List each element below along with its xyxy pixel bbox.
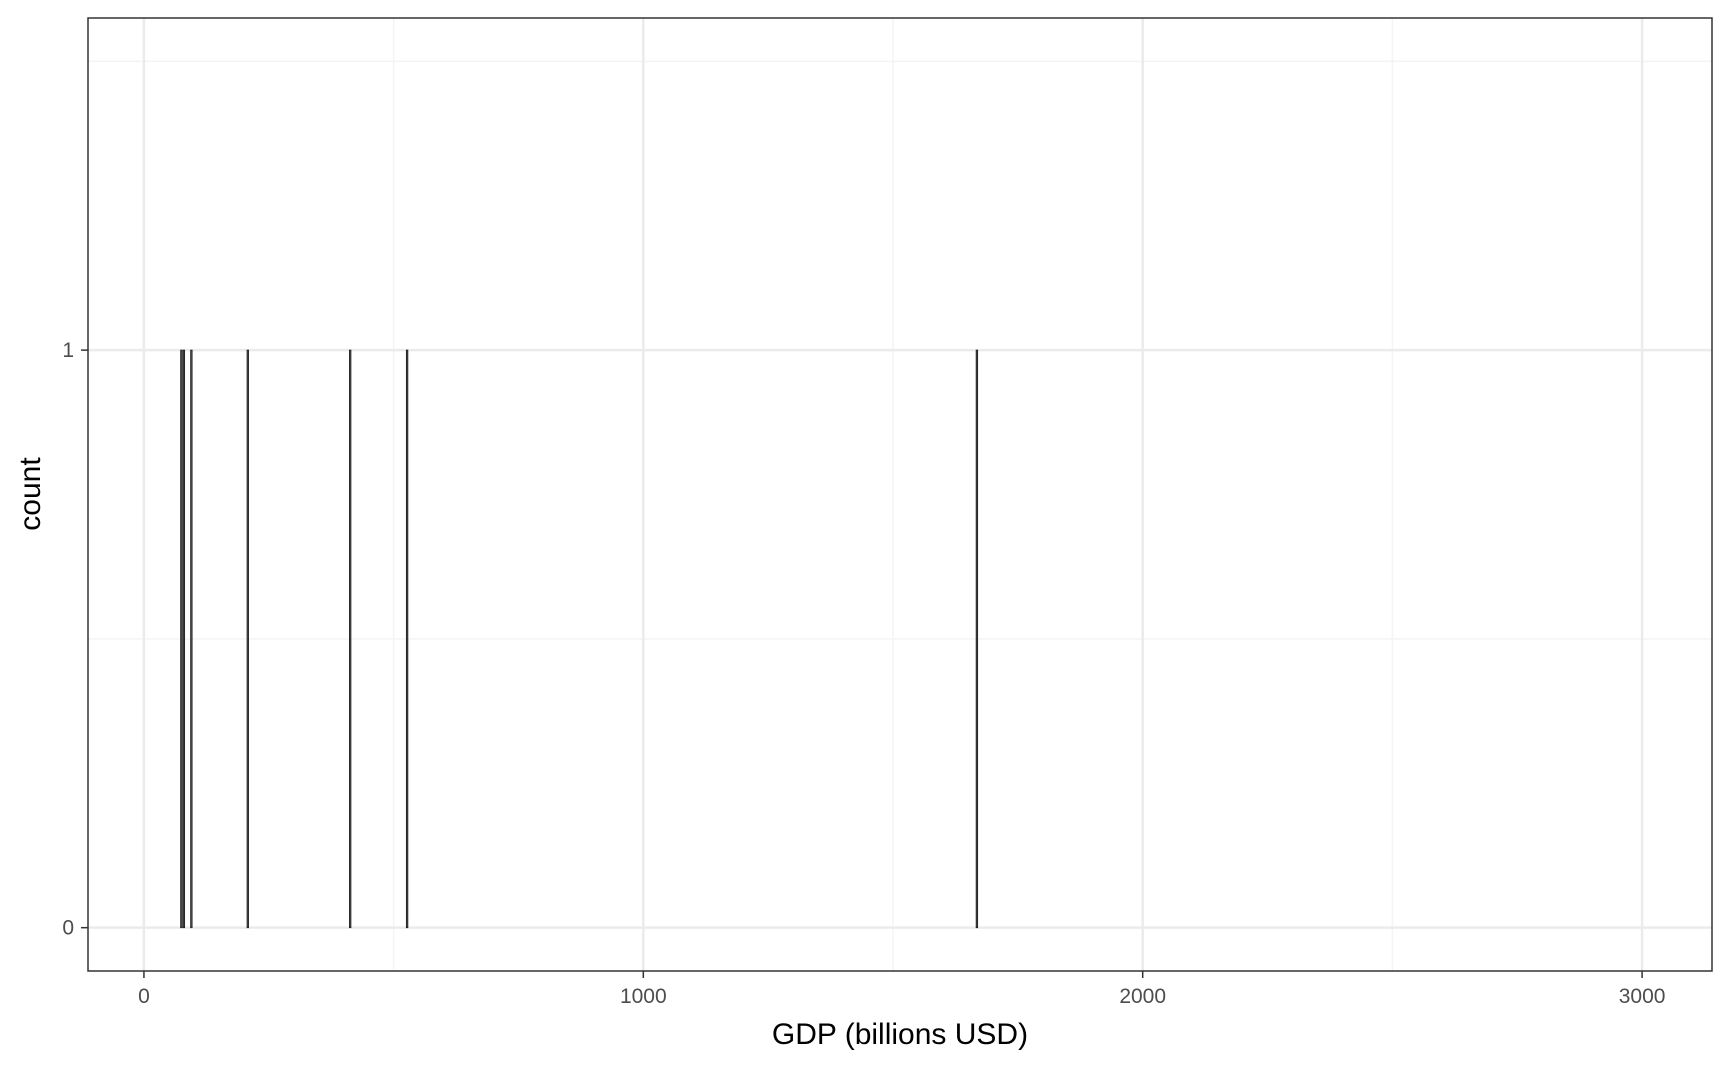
x-tick-label: 2000 bbox=[1119, 985, 1166, 1008]
histogram-bar bbox=[405, 349, 409, 929]
x-tick-label: 1000 bbox=[620, 985, 667, 1008]
x-tick-label: 3000 bbox=[1619, 985, 1666, 1008]
major-gridlines bbox=[88, 18, 1712, 971]
panel-border bbox=[87, 17, 1713, 972]
histogram-bar bbox=[190, 349, 193, 929]
y-axis-ticks: 01 bbox=[62, 339, 88, 940]
y-tick-label: 1 bbox=[62, 339, 74, 362]
x-axis-title: GDP (billions USD) bbox=[772, 1018, 1028, 1051]
histogram-bar bbox=[180, 349, 183, 929]
histogram-bar bbox=[349, 349, 352, 929]
histogram-bar bbox=[182, 349, 186, 929]
y-tick-label: 0 bbox=[62, 917, 74, 940]
histogram-bars bbox=[180, 349, 979, 929]
x-axis-ticks: 0 1000 2000 3000 bbox=[138, 971, 1665, 1008]
minor-gridlines bbox=[88, 18, 1712, 971]
histogram-bar bbox=[246, 349, 249, 929]
histogram-bar bbox=[975, 349, 979, 929]
y-axis-title: count bbox=[14, 457, 47, 531]
x-tick-label: 0 bbox=[138, 985, 150, 1008]
